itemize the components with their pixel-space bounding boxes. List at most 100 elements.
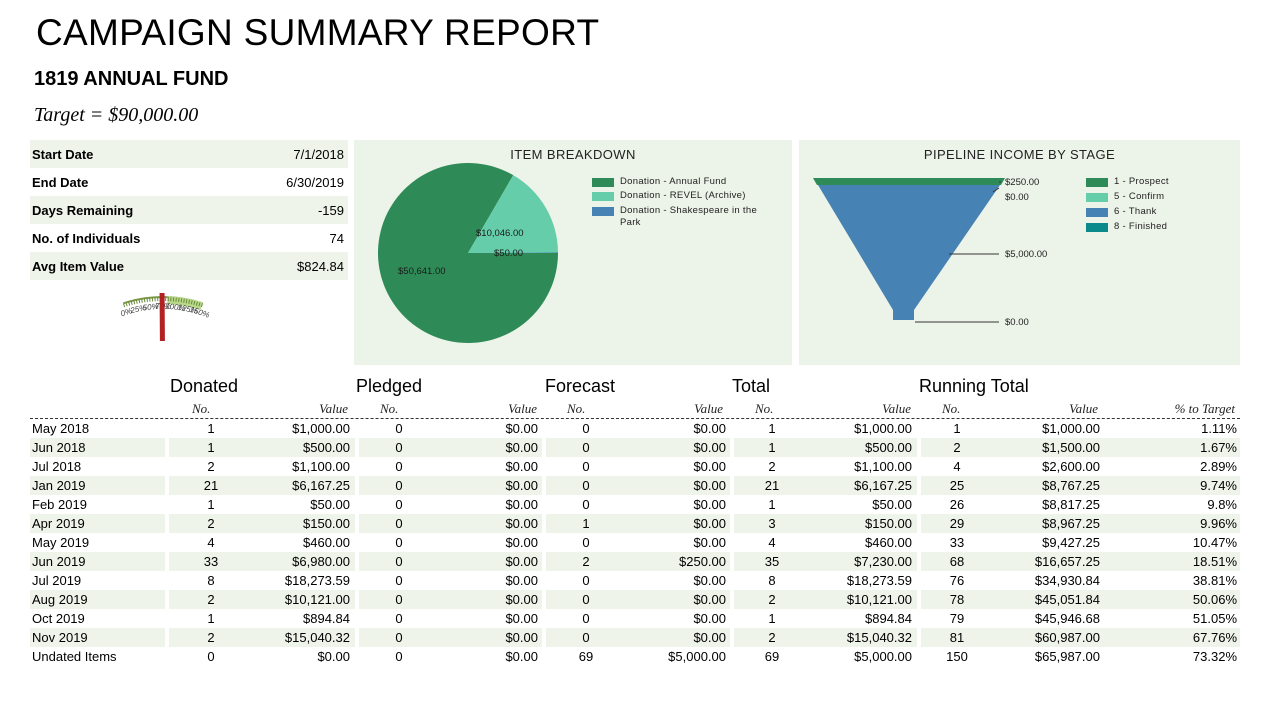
gauge-tick-label: 125% — [177, 303, 199, 316]
table-cell: $0.00 — [505, 554, 538, 569]
table-cell: $0.00 — [693, 478, 726, 493]
table-cell: 4 — [953, 459, 961, 474]
table-cell: 150 — [946, 649, 968, 664]
table-cell: $8,967.25 — [1042, 516, 1100, 531]
table-cell: 18.51% — [1192, 554, 1237, 569]
summary-label: End Date — [32, 175, 89, 190]
row-label: Aug 2019 — [32, 592, 88, 607]
gauge-tick — [180, 298, 183, 303]
table-cell: $0.00 — [693, 421, 726, 436]
table-cell: 0 — [395, 497, 403, 512]
gauge-tick — [146, 297, 148, 303]
table-cell: 0 — [582, 497, 590, 512]
table-cell: $0.00 — [693, 592, 726, 607]
column-gap — [165, 590, 169, 609]
gauge-tick — [190, 300, 193, 305]
table-cell: 2 — [207, 516, 215, 531]
legend-label: 6 - Thank — [1114, 206, 1157, 217]
summary-label: Avg Item Value — [32, 259, 124, 274]
row-label: Apr 2019 — [32, 516, 85, 531]
table-cell: 0 — [582, 611, 590, 626]
table-cell: 8 — [207, 573, 215, 588]
target-amount: Target = $90,000.00 — [34, 104, 199, 126]
table-cell: 9.74% — [1200, 478, 1237, 493]
table-cell: 1 — [768, 497, 776, 512]
table-cell: $0.00 — [693, 440, 726, 455]
gauge-tick-label: 150% — [188, 305, 210, 320]
table-row: Jan 2019 21 $6,167.25 0 $0.00 0 $0.00 21 $6,167.… — [30, 476, 1240, 495]
table-cell: $50.00 — [872, 497, 912, 512]
table-cell: $1,000.00 — [292, 421, 350, 436]
pie-data-label: $10,046.00 — [476, 228, 524, 239]
table-cell: $0.00 — [505, 630, 538, 645]
table-cell: $0.00 — [505, 478, 538, 493]
funnel-leader-line — [992, 187, 1000, 193]
gauge-tick — [198, 302, 201, 307]
subheader-donated-no: No. — [192, 401, 211, 416]
gauge-tick — [200, 303, 204, 308]
table-cell: 2 — [953, 440, 961, 455]
funnel-data-label: $5,000.00 — [1005, 249, 1047, 260]
table-cell: 29 — [949, 516, 965, 531]
column-gap — [165, 552, 169, 571]
table-cell: $0.00 — [505, 649, 538, 664]
subheader-total-value: Value — [882, 401, 911, 416]
table-cell: 2 — [582, 554, 590, 569]
column-gap — [542, 628, 546, 647]
table-cell: 1.67% — [1200, 440, 1237, 455]
column-gap — [542, 476, 546, 495]
table-row: Jun 2018 1 $500.00 0 $0.00 0 $0.00 1 $500.00 2 $1,… — [30, 438, 1240, 457]
funnel-segment-thank — [818, 185, 1000, 310]
legend-swatch — [1086, 223, 1108, 232]
item-breakdown-title: ITEM BREAKDOWN — [510, 147, 636, 162]
table-cell: 0 — [582, 535, 590, 550]
table-cell: $6,167.25 — [292, 478, 350, 493]
funnel-data-label: $0.00 — [1005, 317, 1029, 328]
table-row: Aug 2019 2 $10,121.00 0 $0.00 0 $0.00 2 $10,121.… — [30, 590, 1240, 609]
summary-value: 7/1/2018 — [293, 147, 344, 162]
pie-data-label: $50,641.00 — [398, 266, 446, 277]
pipeline-panel: PIPELINE INCOME BY STAGE $250.00 $0.00 $5,… — [799, 140, 1240, 365]
item-breakdown-pie: $50,641.00 $10,046.00 $50.00 — [378, 162, 558, 343]
column-gap — [355, 476, 359, 495]
table-cell: 0 — [582, 421, 590, 436]
table-cell: 3 — [768, 516, 776, 531]
legend-label: 1 - Prospect — [1114, 176, 1169, 187]
table-cell: $65,987.00 — [1034, 649, 1100, 664]
table-cell: $10,121.00 — [284, 592, 350, 607]
legend-swatch — [592, 178, 614, 187]
subheader-running-no: No. — [942, 401, 961, 416]
summary-value: -159 — [317, 203, 344, 218]
legend-label: Donation - Shakespeare in the Park — [620, 205, 758, 228]
legend-swatch — [592, 207, 614, 216]
gauge-tick — [188, 299, 191, 304]
table-cell: 8 — [768, 573, 776, 588]
header-divider — [30, 418, 1240, 419]
table-cell: $45,051.84 — [1034, 592, 1100, 607]
gauge-tick — [141, 298, 143, 303]
row-label: Oct 2019 — [32, 611, 85, 626]
table-cell: $1,000.00 — [854, 421, 912, 436]
table-cell: 0 — [582, 573, 590, 588]
gauge-tick-label: 50% — [142, 302, 159, 313]
subheader-forecast-no: No. — [567, 401, 586, 416]
column-gap — [730, 552, 734, 571]
table-cell: $8,767.25 — [1042, 478, 1100, 493]
fund-name: 1819 ANNUAL FUND — [34, 68, 229, 90]
gauge-tick — [185, 299, 188, 304]
table-cell: 4 — [207, 535, 215, 550]
gauge-tick — [138, 299, 141, 304]
table-cell: $2,600.00 — [1042, 459, 1100, 474]
table-cell: 0 — [395, 649, 403, 664]
column-gap — [355, 628, 359, 647]
table-cell: $0.00 — [505, 440, 538, 455]
table-cell: $0.00 — [693, 459, 726, 474]
table-cell: 1.11% — [1201, 421, 1237, 436]
row-label: Jan 2019 — [32, 478, 86, 493]
table-cell: 0 — [395, 611, 403, 626]
table-cell: 0 — [395, 516, 403, 531]
table-cell: $0.00 — [505, 535, 538, 550]
table-cell: $0.00 — [505, 516, 538, 531]
subheader-running-value: Value — [1069, 401, 1098, 416]
table-cell: $0.00 — [693, 573, 726, 588]
